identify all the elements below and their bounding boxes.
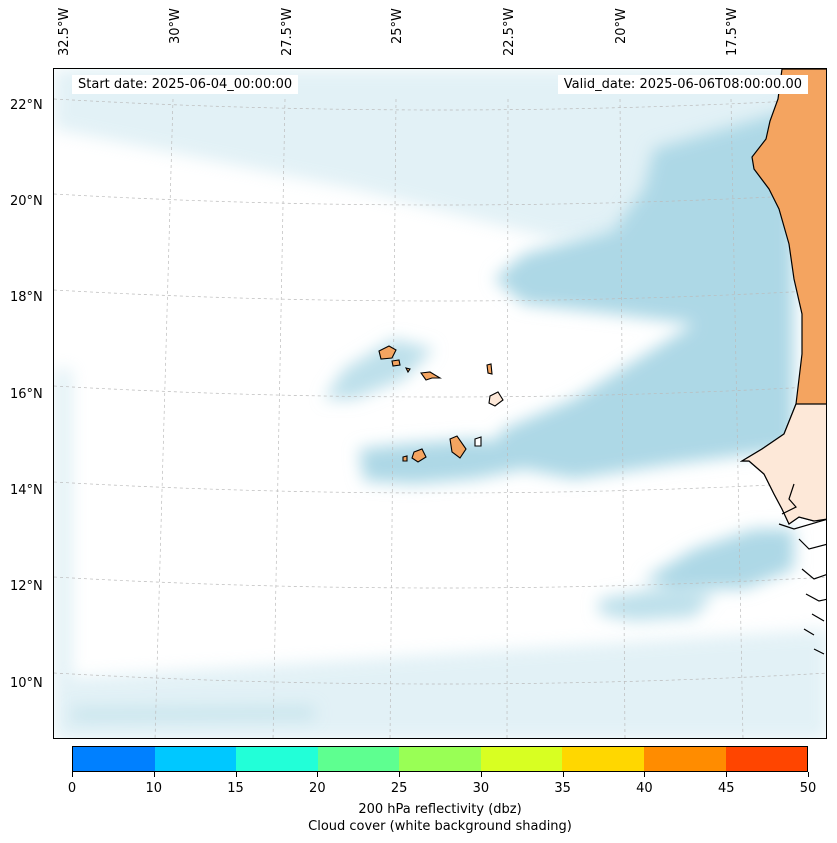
cloud-cover [72,109,794,721]
island-sal [486,363,493,375]
latitude-label: 18°N [10,290,43,305]
colorbar-segment [725,747,808,771]
start-date-label: Start date: 2025-06-04_00:00:00 [72,75,299,94]
colorbar-tick-label: 30 [472,781,490,796]
island-santa-luzia [404,367,411,374]
longitude-label: 30°W [168,8,183,44]
island-sao-nicolau [420,371,442,381]
colorbar-segment [154,747,237,771]
cloud-mass-main [484,109,794,479]
island-fogo [411,448,427,463]
haze-top [54,69,826,239]
cloud-band-south [599,589,714,621]
colorbar-segment [317,747,400,771]
cloud-band-southeast [644,529,794,589]
colorbar-tick-label: 0 [67,781,77,796]
island-sao-vicente [391,359,401,367]
cloud-streak-south [72,707,314,721]
colorbar-tick [644,772,646,777]
valid-date-label: Valid_date: 2025-06-06T08:00:00.00 [557,75,808,94]
colorbar-tick [72,772,73,777]
cloud-band-north [324,339,434,399]
colorbar-tick-label: 35 [554,781,571,796]
colorbar-tick [153,772,155,777]
colorbar-segment [562,747,644,771]
africa-guinea-coast [778,483,826,655]
map-canvas [54,69,826,738]
graticule [54,98,826,738]
cloud-band-islands [359,439,524,484]
colorbar-tick [317,772,319,777]
colorbar-segment [73,747,155,771]
colorbar-segment [399,747,481,771]
island-santiago [449,435,467,459]
island-santo-antao [378,345,397,360]
map-panel [53,68,827,739]
latitude-label: 10°N [10,676,43,691]
longitude-label: 17.5°W [725,7,740,56]
island-boa-vista [488,391,504,407]
longitude-label: 32.5°W [57,7,72,56]
colorbar [72,746,808,772]
colorbar-tick [808,772,809,777]
colorbar-tick [480,772,482,777]
longitude-label: 27.5°W [280,7,295,56]
colorbar-segment [643,747,726,771]
haze-left-edge [54,369,72,738]
island-brava [402,455,408,462]
latitude-label: 20°N [10,194,43,209]
latitude-label: 22°N [10,98,43,113]
colorbar-title: 200 hPa reflectivity (dbz) [358,802,522,817]
colorbar-tick-label: 10 [145,781,163,796]
longitude-label: 20°W [614,8,629,44]
colorbar-tick-label: 40 [636,781,653,796]
colorbar-tick-label: 20 [309,781,326,796]
latitude-label: 12°N [10,579,43,594]
island-maio [474,436,482,447]
cape-verde-islands [378,345,504,463]
colorbar-tick [562,772,564,777]
africa-coast-light [739,403,826,525]
longitude-label: 22.5°W [502,7,517,56]
colorbar-tick-label: 15 [227,781,244,796]
latitude-label: 16°N [10,387,43,402]
colorbar-tick [235,772,237,777]
colorbar-tick [399,772,401,777]
colorbar-segment [480,747,563,771]
colorbar-tick [726,772,728,777]
colorbar-subtitle: Cloud cover (white background shading) [308,819,572,834]
latitude-label: 14°N [10,483,43,498]
colorbar-tick-label: 25 [390,781,408,796]
colorbar-tick-label: 45 [717,781,735,796]
longitude-label: 25°W [390,8,405,44]
colorbar-tick-label: 50 [799,781,817,796]
colorbar-segment [236,747,318,771]
